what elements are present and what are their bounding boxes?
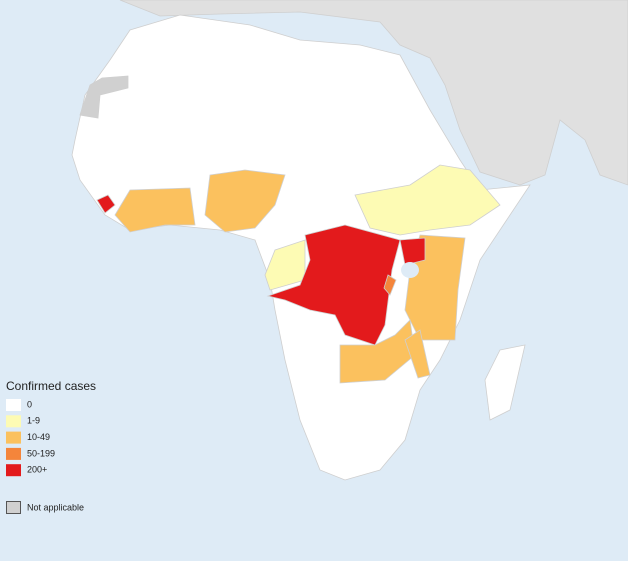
- madagascar: [484, 344, 526, 421]
- legend-swatch: [6, 447, 21, 460]
- region-nigeria: [204, 169, 286, 233]
- legend-label: 0: [27, 399, 32, 409]
- western-sahara: [79, 75, 129, 119]
- region-sierra-leone: [96, 194, 116, 214]
- legend-swatch: [6, 415, 21, 428]
- region-rwanda: [383, 274, 397, 296]
- region-east: [354, 164, 501, 236]
- legend-label: 50-199: [27, 448, 55, 458]
- region-uganda: [399, 237, 426, 266]
- legend-swatch: [6, 431, 21, 444]
- legend-label: 10-49: [27, 432, 50, 442]
- legend: 0 1-9 10-49 50-199 200+ Not applicable: [6, 399, 84, 514]
- legend-swatch: [6, 501, 21, 514]
- legend-swatch: [6, 399, 21, 411]
- region-malawi: [404, 329, 431, 379]
- region-congo: [264, 239, 306, 291]
- lake: [401, 262, 419, 278]
- region-drc: [266, 224, 401, 346]
- eurasia: [119, 0, 628, 186]
- legend-label: 200+: [27, 465, 47, 475]
- legend-label: 1-9: [27, 416, 40, 426]
- legend-title: Confirmed cases: [6, 379, 96, 393]
- region-west: [114, 187, 196, 233]
- legend-swatch: [6, 464, 21, 477]
- legend-label: Not applicable: [27, 502, 84, 512]
